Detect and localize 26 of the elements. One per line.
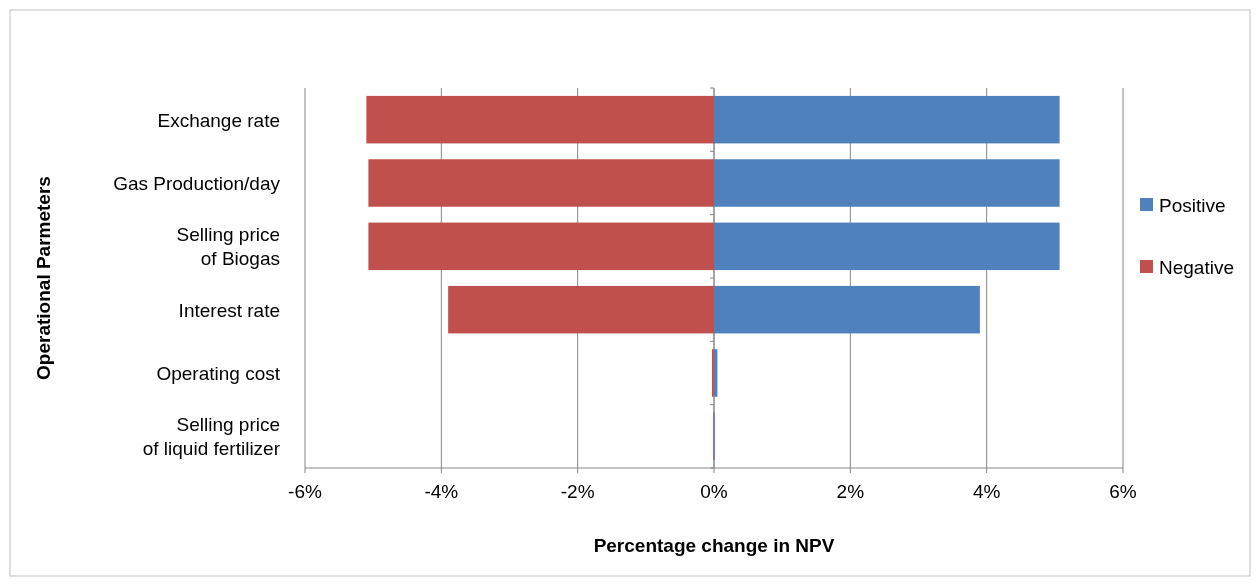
y-tick-label: Operating cost <box>156 363 281 384</box>
x-tick-label: 2% <box>836 481 865 502</box>
bar <box>714 159 1060 207</box>
x-tick-label: 4% <box>972 481 1001 502</box>
bar <box>366 95 714 144</box>
bar <box>714 222 1060 271</box>
bar <box>714 285 980 334</box>
bar <box>368 222 714 271</box>
y-tick-label: Gas Production/day <box>113 173 281 194</box>
x-tick-label: -6% <box>288 481 322 502</box>
bar <box>368 159 714 207</box>
bar <box>714 95 1060 144</box>
x-tick-label: 6% <box>1109 481 1137 502</box>
x-tick-label: -4% <box>424 481 459 502</box>
y-axis-title: Operational Parmeters <box>33 176 54 380</box>
bar <box>448 285 714 334</box>
bar <box>711 349 714 397</box>
x-tick-label: -2% <box>560 481 595 502</box>
y-tick-label: Selling price of Biogas <box>176 224 280 270</box>
y-tick-label: Exchange rate <box>157 109 280 131</box>
y-tick-label: Interest rate <box>178 299 280 321</box>
x-axis-title: Percentage change in NPV <box>593 535 835 556</box>
legend-label: Positive <box>1159 195 1226 216</box>
y-tick-label: Selling price of liquid fertilizer <box>142 414 281 460</box>
x-tick-label: 0% <box>700 481 728 502</box>
legend-label: Negative <box>1159 257 1234 278</box>
